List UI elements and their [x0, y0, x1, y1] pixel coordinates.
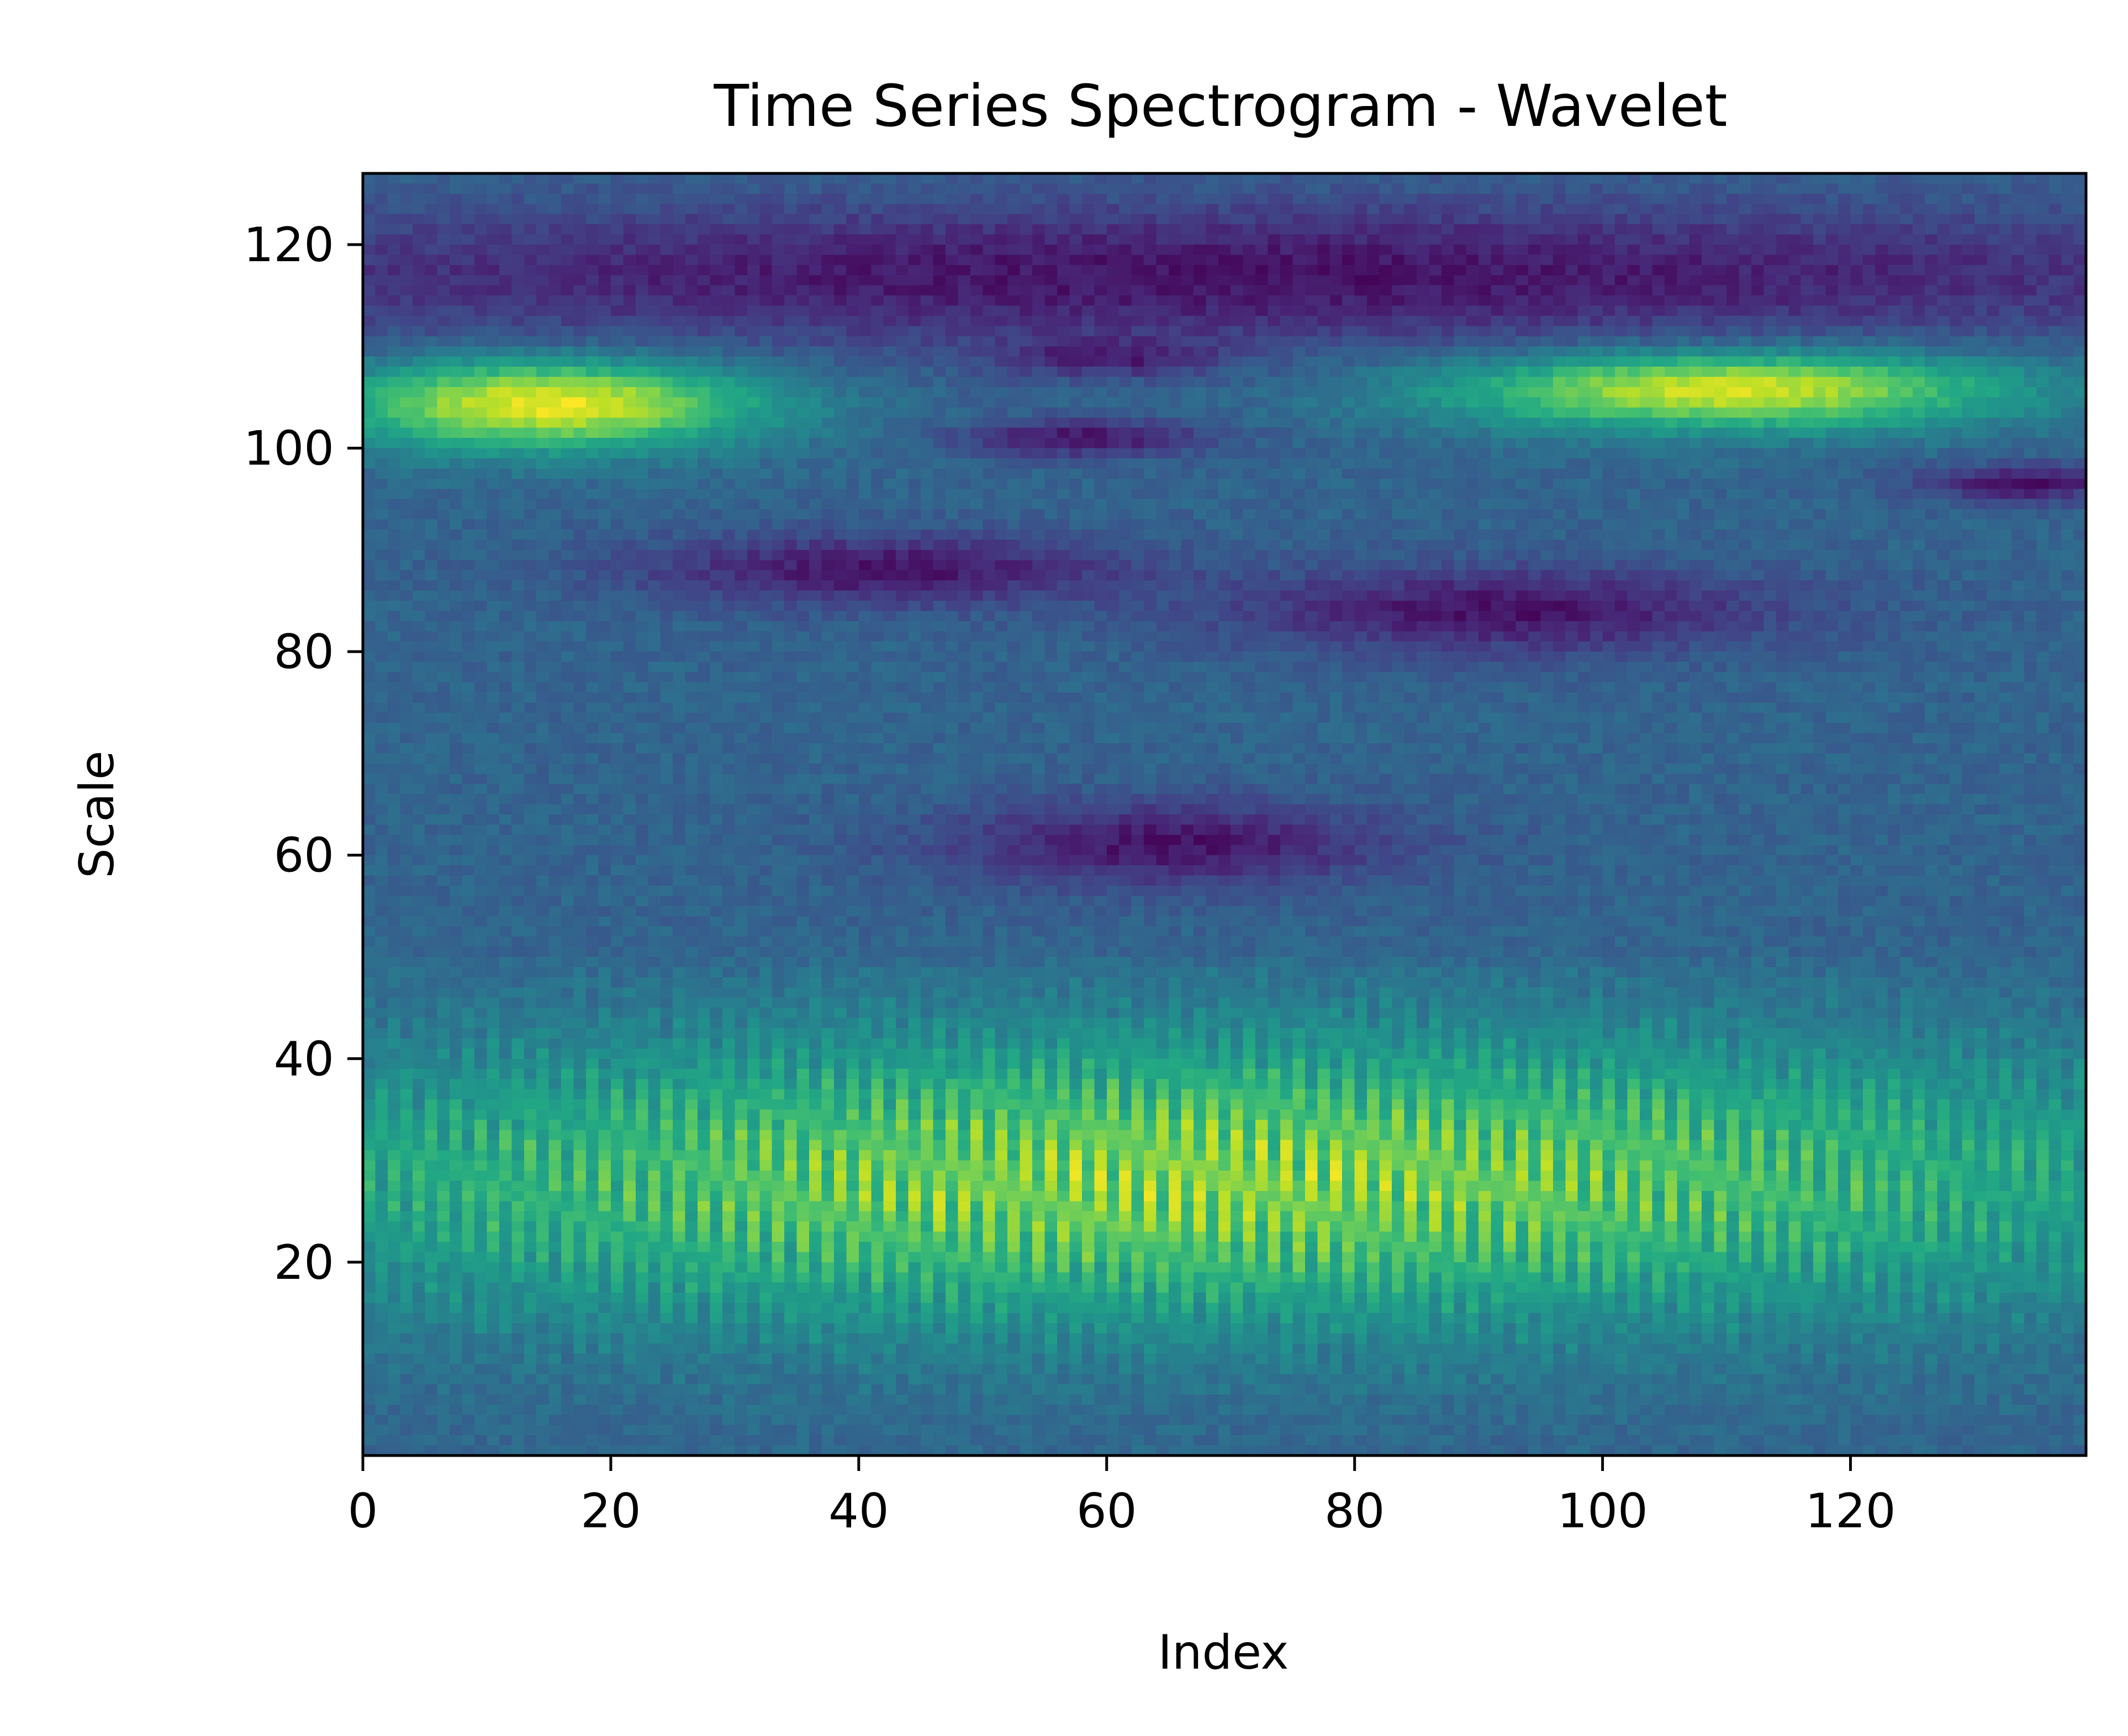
- x-tick-label: 60: [1076, 1484, 1137, 1539]
- x-axis: 0 20 40 60 80 100 120: [348, 1456, 1896, 1539]
- x-tick-label: 40: [828, 1484, 889, 1539]
- chart-title: Time Series Spectrogram - Wavelet: [713, 72, 1727, 140]
- y-tick-label: 20: [274, 1235, 334, 1290]
- y-tick-label: 120: [244, 218, 334, 273]
- x-tick-label: 100: [1557, 1484, 1648, 1539]
- y-axis: 20 40 60 80 100 120: [244, 218, 363, 1290]
- x-tick-label: 20: [580, 1484, 641, 1539]
- y-tick-label: 80: [274, 624, 334, 680]
- x-axis-label: Index: [1158, 1625, 1289, 1680]
- plot-frame: [361, 172, 2088, 1457]
- x-tick-label: 80: [1324, 1484, 1385, 1539]
- heatmap-image: [363, 173, 2086, 1456]
- x-tick-label: 0: [348, 1484, 378, 1539]
- y-tick-label: 60: [274, 828, 334, 883]
- x-tick-label: 120: [1805, 1484, 1895, 1539]
- y-axis-label: Scale: [70, 750, 125, 878]
- y-tick-label: 40: [274, 1031, 334, 1087]
- heatmap-area: [363, 173, 2086, 1456]
- y-tick-label: 100: [244, 421, 334, 477]
